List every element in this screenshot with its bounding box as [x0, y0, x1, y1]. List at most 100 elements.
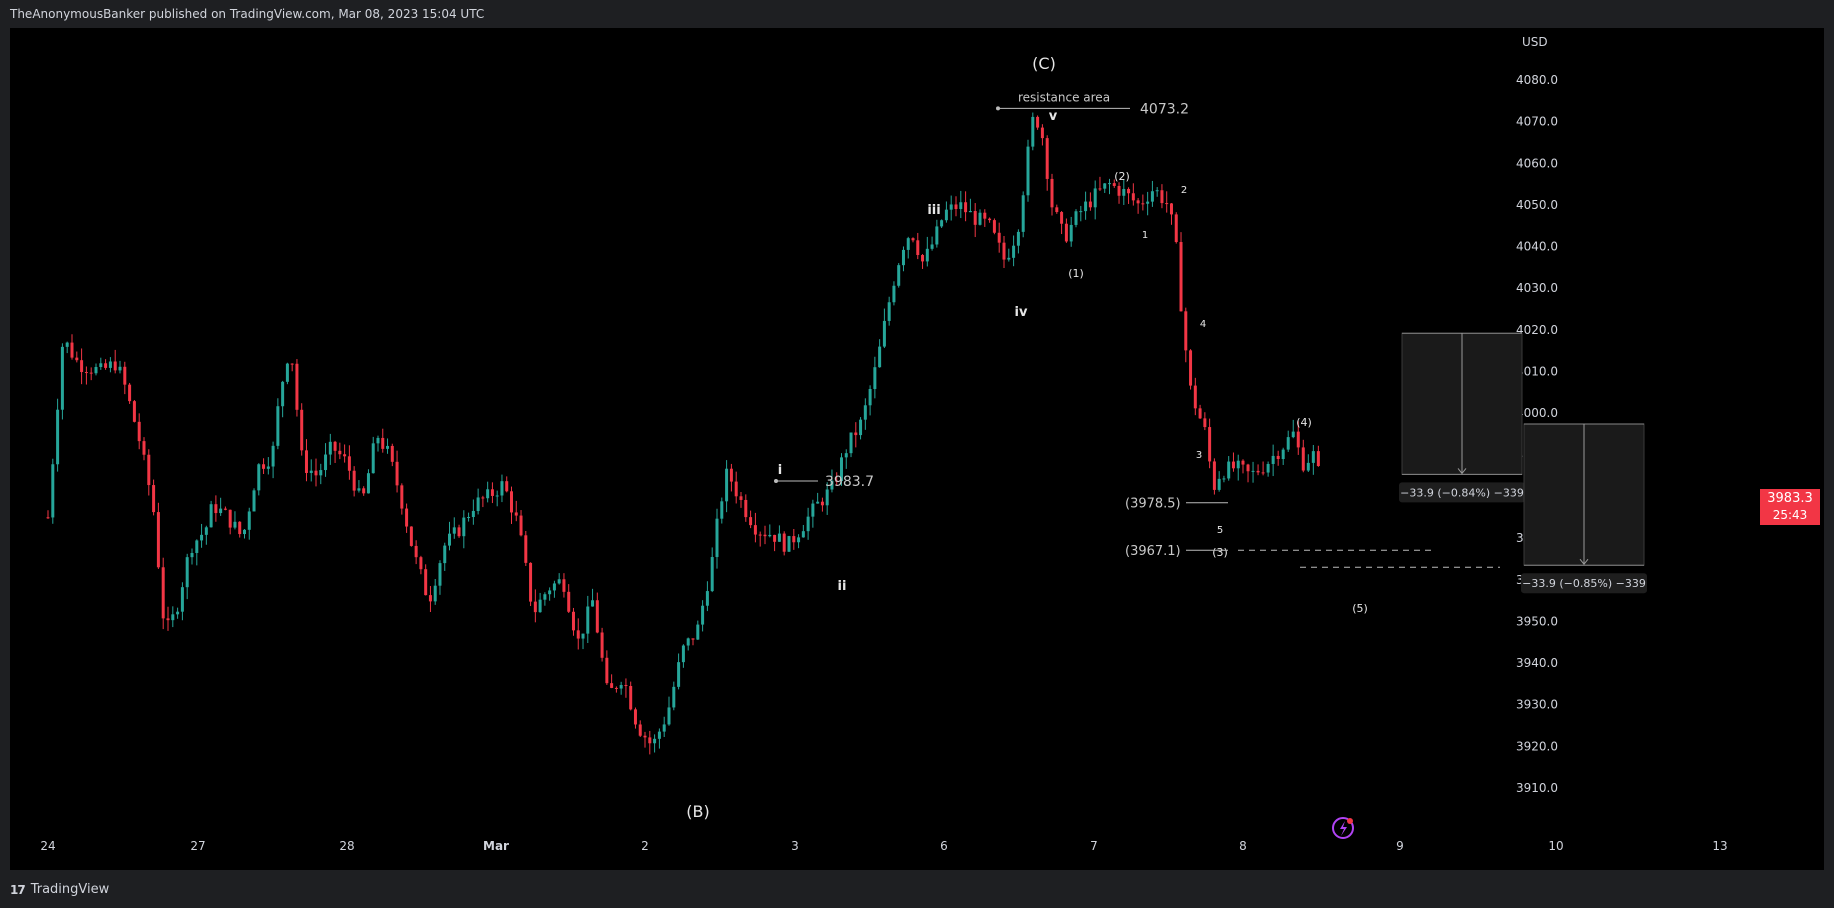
- candle-body: [1256, 470, 1260, 473]
- candle-body: [467, 517, 471, 519]
- candle-body: [400, 485, 404, 509]
- candle-body: [806, 516, 810, 532]
- candle-body: [118, 366, 122, 371]
- candle-body: [529, 562, 533, 602]
- price-chart[interactable]: USD 4080.0 4070.0 4060.0 4050.0 4040.0 4030.0 4…: [10, 28, 1824, 870]
- candle-body: [75, 357, 79, 361]
- lightning-bolt: [1340, 821, 1347, 836]
- wave-label: 5: [1217, 525, 1223, 536]
- candle-body: [710, 557, 714, 592]
- candle-body: [1055, 207, 1059, 213]
- y-tick-label: 4030.0: [1516, 281, 1558, 295]
- candle-body: [390, 445, 394, 462]
- candle-body: [887, 302, 891, 321]
- candle-body: [940, 220, 944, 227]
- footer-brand[interactable]: 17 TradingView: [10, 878, 109, 902]
- candle-body: [419, 557, 423, 570]
- candle-body: [266, 466, 270, 469]
- candle-body: [505, 481, 509, 492]
- candle-body: [409, 526, 413, 546]
- candle-body: [581, 633, 585, 639]
- candle-body: [238, 521, 242, 535]
- candle-body: [1208, 427, 1212, 462]
- candle-body: [734, 481, 738, 497]
- x-tick-label: 8: [1239, 839, 1247, 853]
- candle-body: [386, 445, 390, 449]
- candle-body: [816, 501, 820, 504]
- candle-body: [1127, 188, 1131, 194]
- candle-body: [495, 495, 499, 497]
- candle-body: [557, 579, 561, 584]
- candle-body: [1296, 431, 1300, 448]
- candle-body: [128, 384, 132, 402]
- wave-label: 1: [1142, 230, 1148, 241]
- candle-body: [677, 662, 681, 687]
- candle-body: [1241, 460, 1245, 465]
- y-tick-label: 4020.0: [1516, 323, 1558, 337]
- candle-body: [777, 533, 781, 542]
- candle-body: [643, 735, 647, 738]
- candle-body: [1131, 193, 1135, 201]
- candle-body: [476, 497, 480, 511]
- y-tick-label: 4000.0: [1516, 406, 1558, 420]
- candle-body: [921, 255, 925, 262]
- wave-label: iv: [1015, 305, 1028, 320]
- candle-body: [228, 509, 232, 528]
- candle-body: [462, 517, 466, 537]
- candle-body: [1093, 188, 1097, 208]
- candle-body: [968, 211, 972, 213]
- candle-body: [792, 536, 796, 543]
- candle-body: [123, 366, 127, 385]
- y-tick-label: 3920.0: [1516, 739, 1558, 753]
- candle-body: [878, 346, 882, 368]
- candle-body: [552, 583, 556, 591]
- candle-body: [1236, 460, 1240, 469]
- candle-body: [978, 212, 982, 225]
- candle-body: [830, 480, 834, 490]
- candle-body: [452, 527, 456, 534]
- candle-body: [1174, 214, 1178, 243]
- candle-body: [276, 406, 280, 446]
- chart-area[interactable]: USD 4080.0 4070.0 4060.0 4050.0 4040.0 4030.0 4…: [10, 28, 1824, 870]
- candle-body: [381, 437, 385, 449]
- candle-body: [338, 450, 342, 455]
- candle-body: [667, 707, 671, 725]
- candle-body: [1026, 146, 1030, 196]
- candle-body: [314, 470, 318, 476]
- candle-body: [1050, 178, 1054, 208]
- lightning-icon: [1332, 817, 1354, 839]
- candle-body: [1074, 211, 1078, 225]
- candle-body: [195, 540, 199, 553]
- candle-body: [538, 599, 542, 613]
- candle-body: [1084, 201, 1088, 212]
- candle-body: [811, 503, 815, 517]
- candle-body: [405, 508, 409, 527]
- candle-body: [1016, 231, 1020, 246]
- candle-body: [156, 512, 160, 568]
- candle-body: [854, 432, 858, 436]
- candle-body: [705, 591, 709, 606]
- candle-body: [901, 249, 905, 266]
- x-tick-label: 2: [641, 839, 649, 853]
- candle-body: [624, 685, 628, 687]
- candle-body: [964, 202, 968, 213]
- candle-body: [257, 464, 261, 491]
- candle-body: [1198, 408, 1202, 419]
- y-tick-label: 4070.0: [1516, 115, 1558, 129]
- wave-label: ii: [838, 579, 847, 594]
- candle-body: [486, 489, 490, 499]
- candle-body: [328, 441, 332, 455]
- measure-label: −33.9 (−0.85%) −339: [1522, 577, 1646, 590]
- candle-body: [99, 363, 103, 368]
- candle-body: [925, 248, 929, 262]
- candle-body: [46, 517, 50, 519]
- candle-body: [610, 683, 614, 688]
- candle-body: [176, 611, 180, 615]
- x-tick-label: 27: [190, 839, 205, 853]
- candle-body: [519, 515, 523, 536]
- candle-body: [653, 738, 657, 744]
- tradingview-logo-icon: 17: [10, 883, 26, 897]
- candle-body: [161, 567, 165, 619]
- candle-body: [562, 579, 566, 592]
- candle-body: [481, 497, 485, 499]
